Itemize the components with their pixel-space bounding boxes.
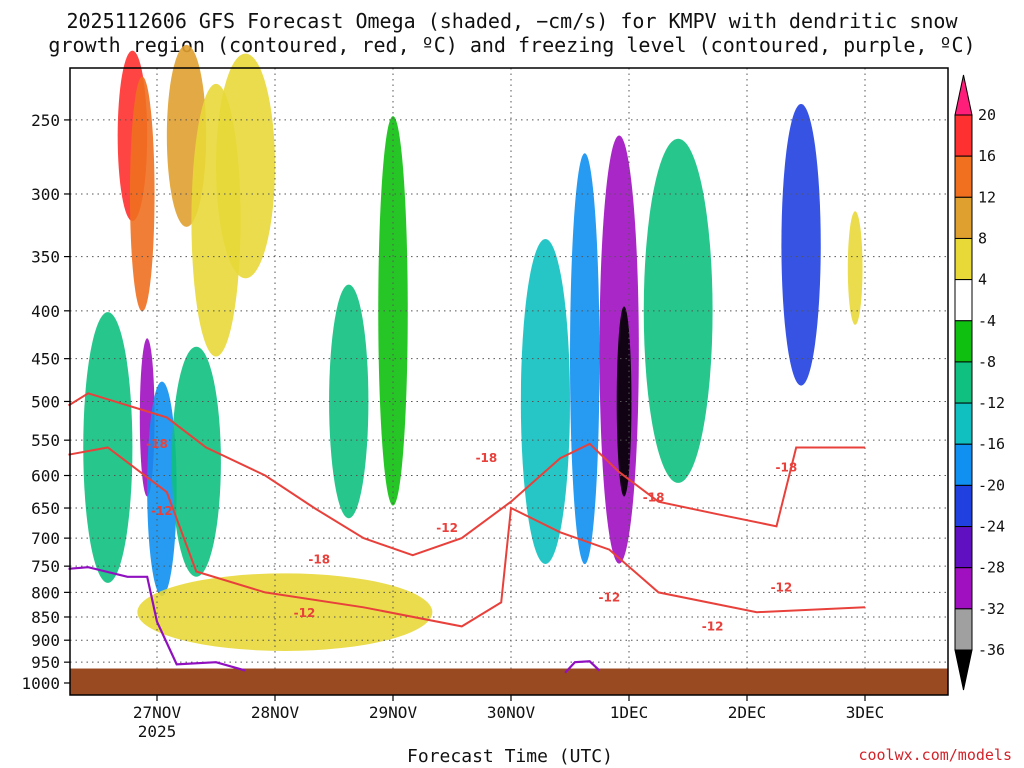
omega-cell-12 (570, 153, 600, 565)
colorbar-swatch-2 (954, 196, 973, 239)
y-axis-ticks: 250 300 350 400 450 500 550 600 650 700 750 800 850 9… (21, 111, 70, 693)
y-tick-label-6: 550 (31, 431, 60, 450)
y-tick-label-9: 700 (31, 529, 60, 548)
contour-label-2: -18 (308, 553, 330, 567)
y-tick-label-8: 650 (31, 499, 60, 518)
omega-cell-11 (520, 238, 571, 564)
y-tick-label-2: 350 (31, 248, 60, 267)
omega-cell-18 (137, 573, 433, 651)
omega-cell-19 (452, 204, 521, 566)
y-tick-label-5: 500 (31, 392, 60, 411)
chart-title-line-2: growth region (contoured, red, ºC) and f… (48, 33, 975, 57)
contour-label-6: -18 (643, 490, 665, 504)
colorbar-label-10: -24 (978, 518, 1005, 536)
dgz-contour-1 (68, 446, 866, 628)
colorbar-label-3: 8 (978, 229, 987, 247)
contour-label-0: -18 (146, 437, 168, 451)
colorbar-label-7: -12 (978, 394, 1005, 412)
colorbar-swatch-6 (954, 361, 973, 404)
dgz-contour-0 (67, 392, 865, 557)
y-tick-label-7: 600 (31, 467, 60, 486)
y-tick-label-4: 450 (31, 350, 60, 369)
colorbar-label-2: 12 (978, 188, 996, 206)
omega-cell-8 (171, 346, 221, 577)
colorbar-label-8: -16 (978, 435, 1005, 453)
colorbar-swatch-9 (954, 484, 973, 528)
colorbar-swatch-0 (954, 114, 973, 157)
colorbar-swatch-3 (954, 237, 973, 281)
x-tick-label-2: 29NOV (369, 703, 418, 722)
x-tick-sublabel-0: 2025 (138, 722, 177, 741)
y-tick-label-15: 1000 (21, 674, 60, 693)
colorbar-swatch-7 (954, 402, 973, 445)
contour-label-3: -12 (294, 606, 316, 620)
contour-label-5: -18 (476, 451, 498, 465)
y-tick-label-10: 750 (31, 557, 60, 576)
colorbar-label-4: 4 (978, 271, 987, 289)
x-tick-label-6: 3DEC (846, 703, 885, 722)
chart-title-line-1: 2025112606 GFS Forecast Omega (shaded, −… (66, 9, 958, 33)
terrain (70, 668, 948, 695)
y-tick-label-12: 850 (31, 608, 60, 627)
colorbar-top-arrow (954, 74, 973, 116)
colorbar-swatch-4 (954, 279, 973, 322)
colorbar-label-11: -28 (978, 559, 1005, 577)
y-tick-label-1: 300 (31, 185, 60, 204)
plot-frame (69, 67, 949, 696)
credit-text: coolwx.com/models (858, 746, 1012, 764)
colorbar-swatch-5 (954, 320, 973, 363)
colorbar-label-13: -36 (978, 641, 1005, 659)
contour-labels: -18 -12 -18 -12 -12 -18 -18 -12 -12 -18 -12 (146, 437, 797, 634)
omega-cell-14 (616, 306, 632, 497)
x-axis-label: Forecast Time (UTC) (407, 746, 613, 767)
colorbar-bottom-arrow (954, 649, 973, 691)
x-tick-label-3: 30NOV (487, 703, 536, 722)
y-tick-label-13: 900 (31, 631, 60, 650)
colorbar-label-9: -20 (978, 476, 1005, 494)
omega-cell-15 (643, 138, 713, 483)
colorbar-label-6: -8 (978, 353, 996, 371)
contour-label-10: -12 (771, 580, 793, 594)
y-tick-label-3: 400 (31, 302, 60, 321)
x-tick-label-1: 28NOV (251, 703, 300, 722)
colorbar: 20 16 12 8 4 -4 -8 -12 -16 -20 -24 -28 -32 -36 (954, 74, 1005, 691)
colorbar-swatch-1 (954, 155, 973, 198)
y-tick-label-0: 250 (31, 111, 60, 130)
omega-cell-16 (781, 104, 821, 386)
freezing-level-contour-1 (564, 660, 601, 674)
x-tick-label-4: 1DEC (610, 703, 649, 722)
freezing-level-contours (68, 566, 601, 674)
x-tick-label-0: 27NOV (133, 703, 182, 722)
colorbar-label-0: 20 (978, 106, 996, 124)
contour-label-1: -12 (151, 504, 173, 518)
contour-label-4: -12 (436, 521, 458, 535)
colorbar-label-12: -32 (978, 600, 1005, 618)
colorbar-swatch-10 (954, 526, 973, 569)
colorbar-swatch-12 (954, 608, 973, 651)
freezing-level-contour-0 (68, 566, 246, 672)
contour-label-8: -12 (702, 619, 724, 633)
contour-label-7: -12 (598, 590, 620, 604)
dendritic-growth-contours (67, 392, 866, 628)
omega-cell-4 (216, 53, 275, 279)
omega-cell-9 (329, 284, 369, 519)
colorbar-swatch-8 (954, 443, 973, 486)
contour-label-9: -18 (775, 460, 797, 474)
colorbar-label-1: 16 (978, 147, 996, 165)
colorbar-label-5: -4 (978, 312, 996, 330)
y-tick-label-11: 800 (31, 583, 60, 602)
omega-cell-17 (847, 211, 863, 325)
x-tick-label-5: 2DEC (728, 703, 767, 722)
colorbar-swatch-11 (954, 567, 973, 610)
y-tick-label-14: 950 (31, 653, 60, 672)
